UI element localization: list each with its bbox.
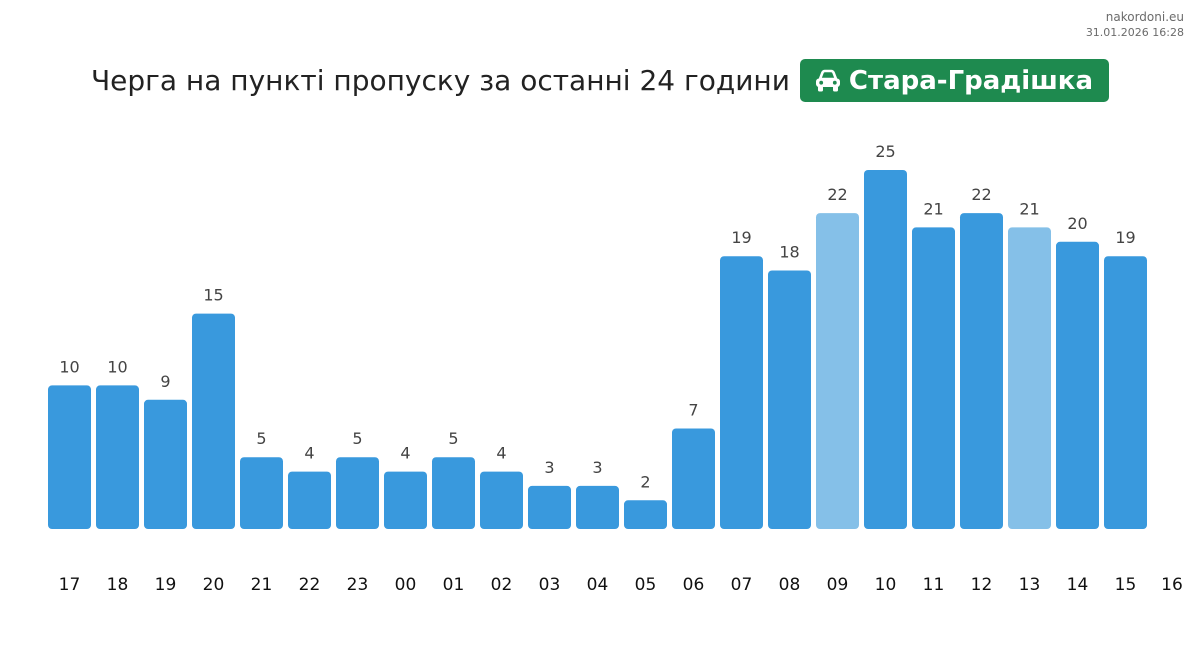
x-tick-05: 05 [635,575,657,595]
source-attribution: nakordoni.eu 31.01.2026 16:28 [1086,9,1184,41]
x-tick-13: 13 [1019,575,1041,595]
value-label-13: 21 [1019,199,1039,218]
bar-17 [48,385,91,529]
bar-23 [336,457,379,529]
x-tick-01: 01 [443,575,465,595]
value-label-23: 5 [352,429,362,448]
bar-19 [144,399,187,529]
x-tick-07: 07 [731,575,753,595]
bar-05 [624,500,667,529]
bar-07 [720,256,763,529]
chart-title: Черга на пункті пропуску за останні 24 г… [90,64,790,97]
bar-10 [864,170,907,529]
bar-13 [1008,227,1051,529]
bar-01 [432,457,475,529]
bar-15 [1104,256,1147,529]
timestamp: 31.01.2026 16:28 [1085,26,1184,39]
value-label-05: 2 [640,472,650,491]
x-tick-22: 22 [299,575,321,595]
value-label-01: 5 [448,429,458,448]
x-tick-00: 00 [395,575,417,595]
x-tick-16: 16 [1161,575,1183,595]
chart-header: Черга на пункті пропуску за останні 24 г… [0,59,1200,102]
x-tick-11: 11 [923,575,945,595]
bar-21 [240,457,283,529]
x-tick-19: 19 [155,575,177,595]
value-label-12: 22 [971,185,991,204]
bar-18 [96,385,139,529]
value-label-06: 7 [688,401,698,420]
value-label-21: 5 [256,429,266,448]
bar-20 [192,313,235,529]
bar-12 [960,213,1003,529]
value-label-14: 20 [1067,214,1087,233]
x-tick-23: 23 [347,575,369,595]
value-label-10: 25 [875,142,895,161]
value-label-03: 3 [544,458,554,477]
value-label-00: 4 [400,444,410,463]
value-label-17: 10 [59,357,79,376]
x-tick-08: 08 [779,575,801,595]
value-label-08: 18 [779,243,799,262]
bar-03 [528,485,571,529]
value-label-15: 19 [1115,228,1135,247]
checkpoint-badge: Стара-Градішка [799,59,1110,102]
x-tick-04: 04 [587,575,609,595]
x-tick-06: 06 [683,575,705,595]
bar-04 [576,485,619,529]
x-tick-14: 14 [1067,575,1089,595]
value-label-20: 15 [203,286,223,305]
value-label-02: 4 [496,444,506,463]
bar-14 [1056,241,1099,530]
value-label-09: 22 [827,185,847,204]
checkpoint-name: Стара-Градішка [848,65,1094,96]
value-label-22: 4 [304,444,314,463]
bar-11 [912,227,955,529]
x-tick-15: 15 [1115,575,1137,595]
value-label-04: 3 [592,458,602,477]
x-tick-09: 09 [827,575,849,595]
bar-02 [480,471,523,529]
value-label-07: 19 [731,228,751,247]
bar-09 [816,213,859,529]
car-icon [815,69,840,91]
bar-08 [768,270,811,529]
x-tick-17: 17 [59,575,81,595]
bar-06 [672,428,715,529]
x-tick-10: 10 [875,575,897,595]
value-label-18: 10 [107,357,127,376]
bar-22 [288,471,331,529]
x-tick-03: 03 [539,575,561,595]
x-tick-02: 02 [491,575,513,595]
x-tick-20: 20 [203,575,225,595]
value-label-19: 9 [160,372,170,391]
source-site: nakordoni.eu [1105,10,1184,24]
x-tick-18: 18 [107,575,129,595]
x-tick-21: 21 [251,575,273,595]
value-label-11: 21 [923,199,943,218]
bar-00 [384,471,427,529]
x-tick-12: 12 [971,575,993,595]
